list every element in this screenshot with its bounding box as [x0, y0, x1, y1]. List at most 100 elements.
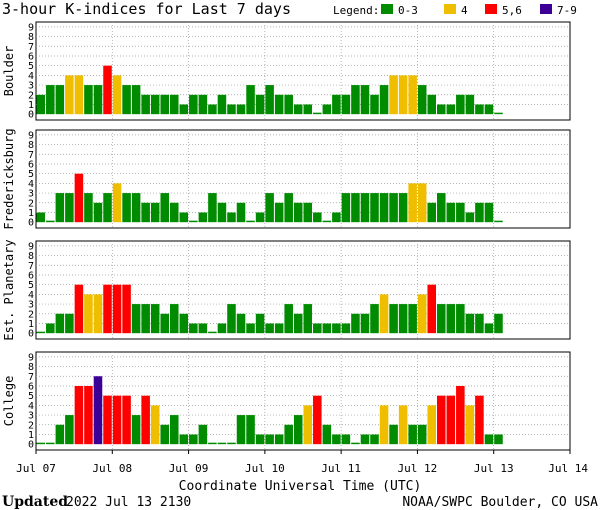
bar-est-planetary-28 — [303, 304, 313, 334]
y-tick-label: 8 — [28, 32, 34, 43]
bar-college-36 — [379, 405, 389, 445]
bar-college-18 — [208, 442, 217, 445]
y-tick-label: 5 — [28, 391, 34, 402]
bar-college-8 — [112, 395, 122, 445]
y-tick-label: 9 — [28, 130, 34, 141]
bar-college-24 — [265, 434, 274, 445]
bar-est-planetary-44 — [456, 304, 465, 334]
bar-fredericksburg-39 — [408, 183, 417, 223]
y-tick-label: 4 — [28, 71, 34, 82]
bar-est-planetary-36 — [379, 294, 389, 334]
y-tick-label: 4 — [28, 290, 34, 301]
bar-boulder-32 — [341, 94, 351, 115]
bar-college-17 — [198, 424, 208, 445]
bar-boulder-39 — [408, 75, 417, 115]
bar-boulder-15 — [179, 104, 189, 115]
bar-est-planetary-24 — [265, 323, 274, 334]
bar-est-planetary-22 — [246, 323, 255, 334]
bar-college-27 — [293, 415, 303, 445]
bar-college-20 — [227, 442, 236, 445]
bar-boulder-42 — [437, 104, 446, 115]
bar-college-5 — [84, 385, 93, 445]
bar-fredericksburg-33 — [351, 193, 360, 223]
y-tick-label: 6 — [28, 51, 34, 62]
bar-college-6 — [93, 376, 103, 445]
bar-boulder-33 — [351, 85, 360, 115]
y-tick-label: 1 — [28, 208, 34, 219]
bar-college-23 — [255, 434, 265, 445]
bar-boulder-4 — [74, 75, 84, 115]
bar-est-planetary-3 — [65, 313, 74, 334]
y-tick-label: 3 — [28, 411, 34, 422]
bar-boulder-36 — [379, 85, 389, 115]
bar-est-planetary-8 — [112, 284, 122, 334]
bar-boulder-27 — [293, 104, 303, 115]
panels: 0123456789Boulder0123456789Fredericksbur… — [2, 21, 571, 451]
y-tick-label: 0 — [28, 440, 34, 451]
bar-boulder-29 — [313, 112, 322, 115]
y-tick-label: 5 — [28, 61, 34, 72]
bar-boulder-46 — [475, 104, 484, 115]
bar-est-planetary-10 — [131, 304, 141, 334]
bar-fredericksburg-25 — [274, 202, 284, 223]
y-tick-label: 4 — [28, 401, 34, 412]
bar-fredericksburg-2 — [55, 193, 65, 223]
bar-boulder-13 — [160, 94, 169, 115]
bar-boulder-8 — [112, 75, 122, 115]
y-tick-label: 7 — [28, 372, 34, 383]
bar-boulder-9 — [122, 85, 131, 115]
y-tick-label: 7 — [28, 261, 34, 272]
panel-label: Fredericksburg — [2, 128, 16, 229]
bar-fredericksburg-6 — [93, 202, 103, 223]
bar-est-planetary-16 — [189, 323, 198, 334]
bar-fredericksburg-45 — [465, 212, 475, 223]
bar-boulder-40 — [417, 85, 427, 115]
bar-boulder-30 — [322, 104, 332, 115]
y-tick-label: 7 — [28, 150, 34, 161]
y-tick-label: 6 — [28, 159, 34, 170]
bar-college-38 — [398, 405, 408, 445]
y-tick-label: 9 — [28, 241, 34, 252]
y-tick-label: 8 — [28, 140, 34, 151]
bar-boulder-31 — [332, 94, 341, 115]
bar-boulder-22 — [246, 85, 255, 115]
y-tick-label: 5 — [28, 280, 34, 291]
x-tick-label: Jul 13 — [474, 462, 514, 475]
y-tick-label: 0 — [28, 110, 34, 121]
y-tick-label: 5 — [28, 169, 34, 180]
bar-fredericksburg-40 — [417, 183, 427, 223]
bar-boulder-34 — [360, 85, 370, 115]
bar-est-planetary-33 — [351, 313, 360, 334]
bar-est-planetary-14 — [170, 304, 179, 334]
bar-boulder-35 — [370, 94, 379, 115]
bar-college-30 — [322, 424, 332, 445]
bar-college-25 — [274, 434, 284, 445]
bar-college-46 — [475, 395, 484, 445]
bar-boulder-38 — [398, 75, 408, 115]
bar-college-34 — [360, 434, 370, 445]
x-tick-label: Jul 10 — [245, 462, 285, 475]
bar-college-37 — [389, 424, 398, 445]
bar-college-1 — [46, 442, 55, 445]
bar-est-planetary-32 — [341, 323, 351, 334]
bar-est-planetary-19 — [217, 323, 227, 334]
bar-est-planetary-1 — [46, 323, 55, 334]
bar-boulder-41 — [427, 94, 436, 115]
bar-est-planetary-2 — [55, 313, 65, 334]
legend-swatch-0 — [381, 4, 393, 14]
bar-fredericksburg-35 — [370, 193, 379, 223]
bar-boulder-20 — [227, 104, 236, 115]
bar-boulder-7 — [103, 65, 112, 115]
bar-college-48 — [494, 434, 503, 445]
bar-est-planetary-11 — [141, 304, 150, 334]
bar-fredericksburg-22 — [246, 220, 255, 223]
bar-college-2 — [55, 424, 65, 445]
x-tick-label: Jul 14 — [548, 462, 588, 475]
bar-college-16 — [189, 434, 198, 445]
bar-est-planetary-4 — [74, 284, 84, 334]
y-tick-label: 8 — [28, 362, 34, 373]
bar-college-47 — [484, 434, 494, 445]
panel-label: Boulder — [2, 46, 16, 97]
